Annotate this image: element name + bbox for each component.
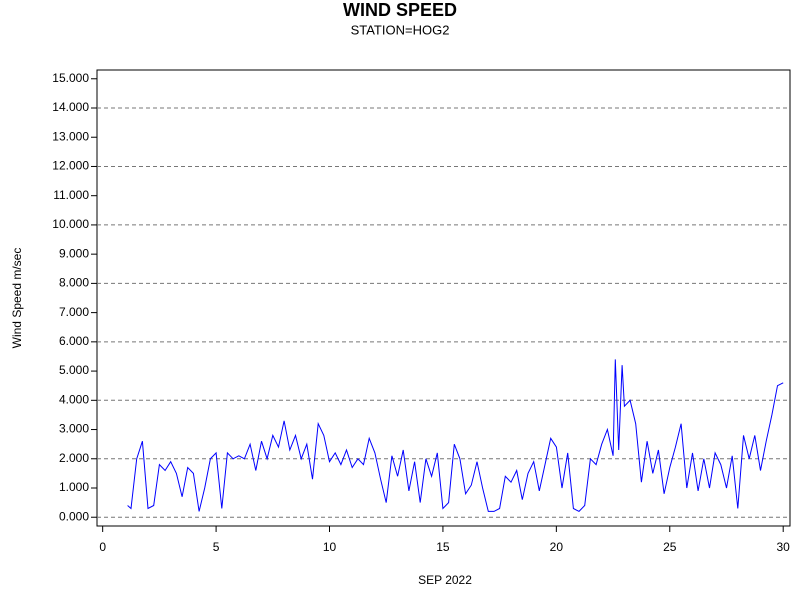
y-tick-label: 13.000	[52, 129, 89, 143]
y-tick-label: 4.000	[59, 392, 89, 406]
x-tick-label: 20	[550, 540, 564, 554]
x-tick-label: 0	[99, 540, 106, 554]
y-tick-label: 7.000	[59, 305, 89, 319]
y-tick-label: 0.000	[59, 509, 89, 523]
x-tick-label: 25	[663, 540, 677, 554]
y-axis-label: Wind Speed m/sec	[10, 248, 24, 349]
x-tick-label: 30	[777, 540, 791, 554]
y-tick-label: 12.000	[52, 159, 89, 173]
y-tick-label: 8.000	[59, 276, 89, 290]
y-tick-label: 10.000	[52, 217, 89, 231]
x-axis-label: SEP 2022	[418, 573, 472, 587]
y-tick-label: 5.000	[59, 363, 89, 377]
y-tick-label: 1.000	[59, 480, 89, 494]
x-tick-label: 15	[436, 540, 450, 554]
chart-subtitle: STATION=HOG2	[351, 22, 450, 37]
plot-frame	[96, 69, 791, 527]
chart-title: WIND SPEED	[343, 0, 457, 20]
y-tick-label: 3.000	[59, 422, 89, 436]
y-tick-label: 11.000	[53, 188, 89, 202]
x-tick-label: 5	[213, 540, 220, 554]
y-tick-label: 9.000	[59, 246, 89, 260]
x-tick-label: 10	[323, 540, 337, 554]
y-tick-label: 15.000	[52, 71, 89, 85]
y-tick-label: 14.000	[52, 100, 89, 114]
y-tick-label: 6.000	[59, 334, 89, 348]
data-line	[127, 359, 784, 513]
y-tick-label: 2.000	[59, 451, 89, 465]
